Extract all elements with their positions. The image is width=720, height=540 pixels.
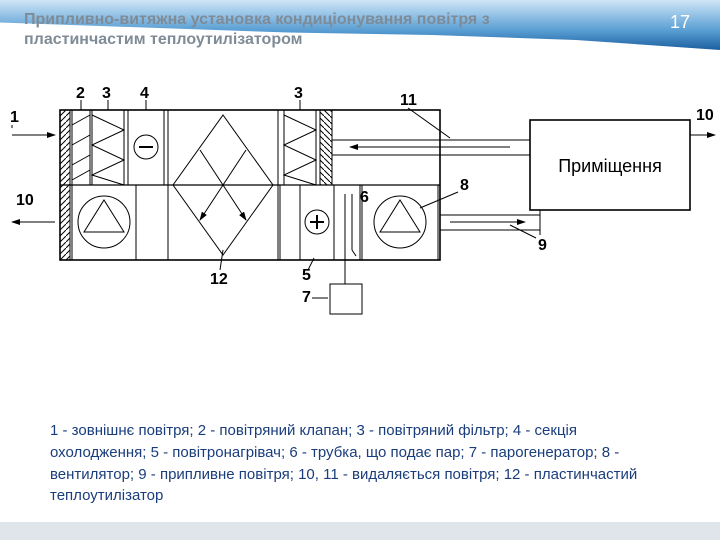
callout-3a: 3 — [102, 85, 111, 102]
heater-section — [300, 185, 334, 260]
callout-10b: 10 — [696, 107, 714, 124]
header: Припливно-витяжна установка кондиціонува… — [0, 0, 720, 58]
cooling-section — [128, 110, 164, 185]
callout-7: 7 — [302, 289, 311, 306]
steam-generator — [330, 284, 362, 314]
room-label: Приміщення — [558, 156, 662, 176]
callout-3b: 3 — [294, 85, 303, 102]
footer-bar — [0, 522, 720, 540]
steam-pipe — [345, 194, 356, 280]
damper-1 — [72, 110, 90, 185]
page-title: Припливно-витяжна установка кондиціонува… — [24, 10, 614, 50]
filter-1 — [92, 110, 124, 185]
callout-6: 6 — [360, 189, 369, 206]
fan-supply — [362, 185, 438, 260]
callout-8: 8 — [460, 177, 469, 194]
callout-9: 9 — [538, 237, 547, 254]
hvac-diagram: Приміщення 1 2 3 4 3 11 10 10 8 9 6 5 7 — [0, 80, 720, 380]
callout-10a: 10 — [16, 192, 34, 209]
callout-2: 2 — [76, 85, 85, 102]
callout-12: 12 — [210, 271, 228, 288]
callout-11: 11 — [400, 92, 417, 109]
legend-text: 1 - зовнішнє повітря; 2 - повітряний кла… — [50, 420, 670, 507]
callout-1: 1 — [10, 109, 19, 126]
page-number: 17 — [670, 12, 690, 33]
filter-2 — [284, 110, 316, 185]
callout-5: 5 — [302, 267, 311, 284]
callout-4: 4 — [140, 85, 149, 102]
fan-exhaust — [72, 185, 136, 260]
